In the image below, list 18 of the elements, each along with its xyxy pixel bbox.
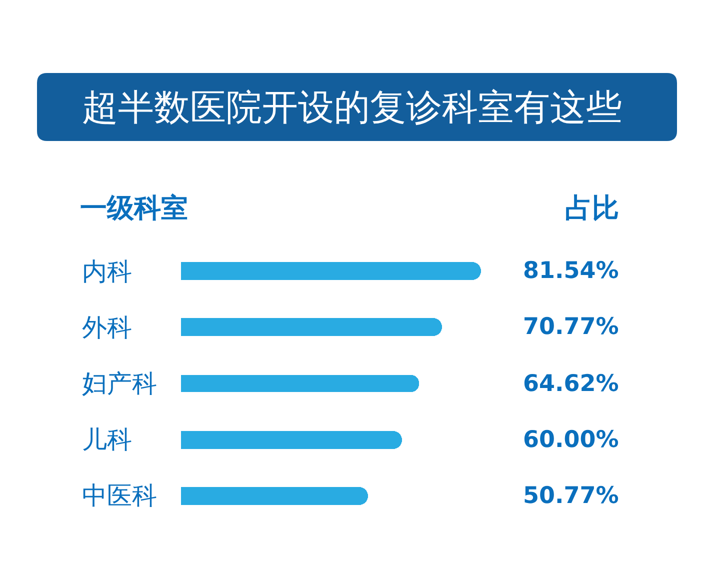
bar	[181, 375, 419, 392]
bar	[181, 487, 368, 505]
chart-title: 超半数医院开设的复诊科室有这些	[82, 88, 622, 129]
data-label: 70.77%	[523, 314, 619, 340]
bar	[181, 318, 442, 336]
bar	[181, 431, 402, 449]
y-tick-label: 妇产科	[82, 369, 157, 398]
y-tick-label: 内科	[82, 257, 132, 286]
data-label: 60.00%	[523, 427, 619, 453]
x-axis-title: 占比	[565, 193, 619, 224]
y-tick-label: 儿科	[82, 425, 132, 454]
data-label: 50.77%	[523, 483, 619, 509]
data-label: 64.62%	[523, 371, 619, 397]
data-label: 81.54%	[523, 258, 619, 284]
y-tick-label: 外科	[82, 313, 132, 342]
bar	[181, 262, 481, 280]
y-tick-label: 中医科	[82, 481, 157, 510]
y-axis-title: 一级科室	[80, 193, 188, 224]
